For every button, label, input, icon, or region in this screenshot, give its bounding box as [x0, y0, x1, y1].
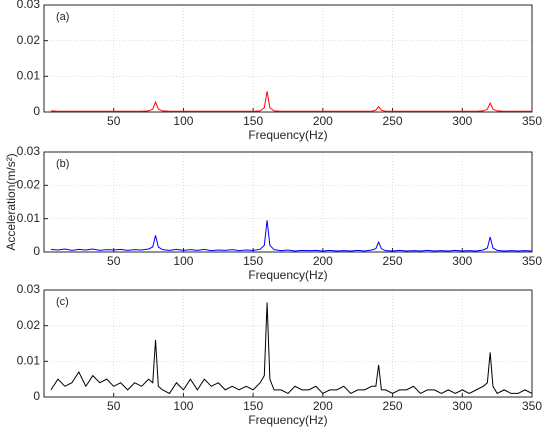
- spectrum-line: [50, 302, 533, 395]
- axes-box: [43, 4, 533, 113]
- y-tick-label: 0: [33, 244, 40, 258]
- x-tick-label: 150: [243, 399, 263, 413]
- x-tick-label: 350: [522, 254, 542, 268]
- x-tick-label: 50: [107, 399, 121, 413]
- x-tick-label: 50: [107, 114, 121, 128]
- panel-label: (b): [56, 158, 69, 170]
- x-tick-label: 200: [313, 114, 333, 128]
- x-tick-label: 300: [452, 254, 472, 268]
- spectrum-line: [50, 220, 533, 252]
- axes-box: [43, 151, 533, 253]
- x-tick-label: 300: [452, 114, 472, 128]
- x-axis-label: Frequency(Hz): [248, 128, 327, 142]
- x-tick-label: 150: [243, 114, 263, 128]
- plot-area: [44, 152, 532, 252]
- x-tick-label: 50: [107, 254, 121, 268]
- x-tick-label: 150: [243, 254, 263, 268]
- y-tick-label: 0.01: [17, 69, 41, 83]
- plot-area: [44, 290, 532, 397]
- x-tick-label: 250: [383, 399, 403, 413]
- x-axis-label: Frequency(Hz): [248, 413, 327, 427]
- x-tick-label: 350: [522, 399, 542, 413]
- x-tick-label: 250: [383, 254, 403, 268]
- x-tick-label: 250: [383, 114, 403, 128]
- y-tick-label: 0.03: [17, 144, 41, 158]
- x-axis-label: Frequency(Hz): [248, 268, 327, 282]
- x-tick-label: 200: [313, 399, 333, 413]
- y-tick-label: 0.01: [17, 211, 41, 225]
- x-tick-label: 300: [452, 399, 472, 413]
- y-tick-label: 0.02: [17, 318, 41, 332]
- y-tick-label: 0.03: [17, 282, 41, 296]
- y-tick-label: 0: [33, 389, 40, 403]
- x-tick-label: 100: [173, 399, 193, 413]
- y-axis-label: Acceleration(m/s²): [4, 153, 18, 250]
- x-tick-label: 100: [173, 254, 193, 268]
- panel-label: (a): [56, 11, 69, 23]
- spectrum-line: [50, 91, 532, 112]
- plot-area: [44, 5, 532, 112]
- axes-box: [43, 289, 533, 398]
- x-tick-label: 100: [173, 114, 193, 128]
- y-tick-label: 0.02: [17, 33, 41, 47]
- x-tick-label: 200: [313, 254, 333, 268]
- y-tick-label: 0.01: [17, 354, 41, 368]
- y-tick-label: 0: [33, 104, 40, 118]
- y-tick-label: 0.02: [17, 178, 41, 192]
- x-tick-label: 350: [522, 114, 542, 128]
- y-tick-label: 0.03: [17, 0, 41, 11]
- panel-label: (c): [56, 296, 69, 308]
